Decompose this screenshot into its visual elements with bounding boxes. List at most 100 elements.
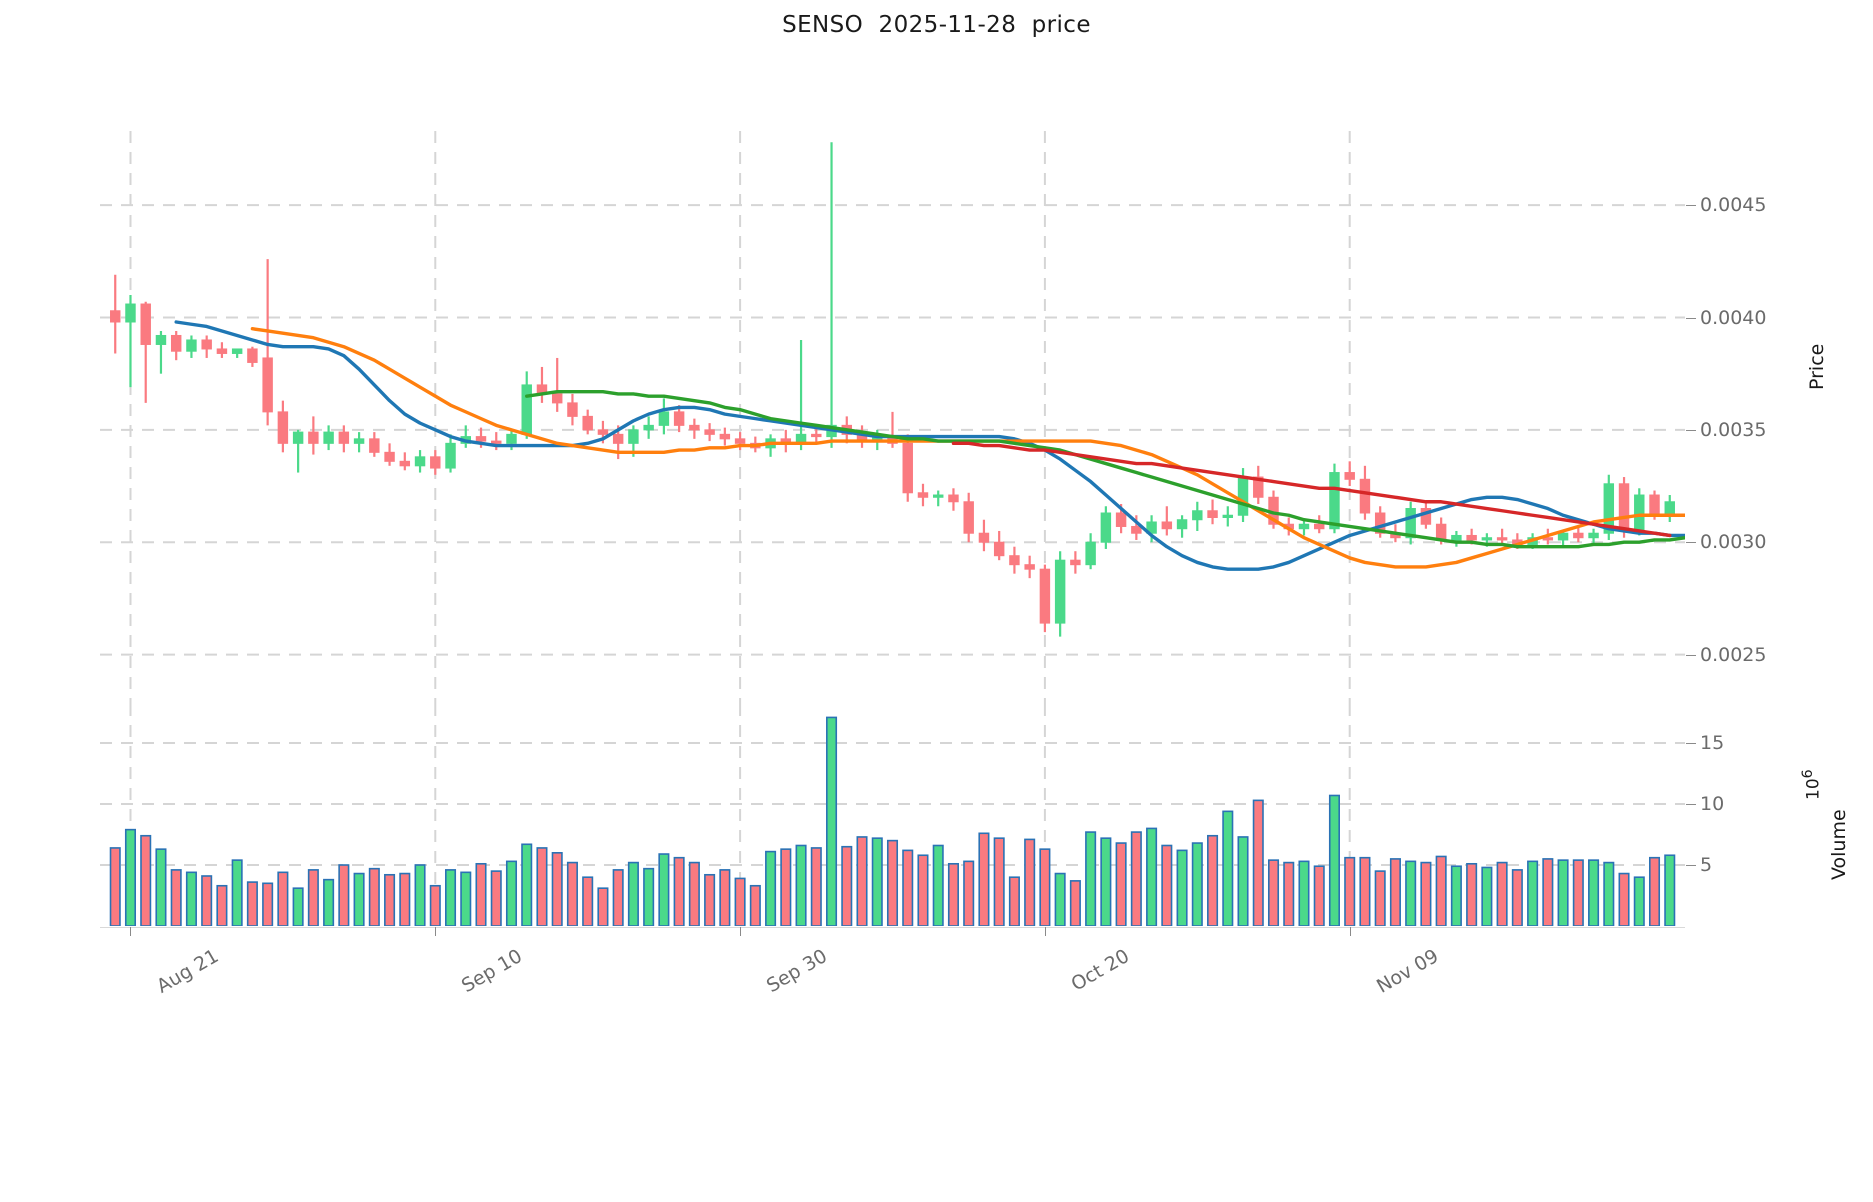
candlestick — [1664, 495, 1675, 522]
candlestick — [1100, 506, 1112, 549]
candle-body — [1009, 555, 1020, 566]
candle-body — [521, 384, 532, 435]
volume-bar — [704, 873, 716, 926]
candlestick — [1329, 463, 1340, 534]
candlestick — [811, 427, 822, 444]
volume-bar — [124, 828, 137, 926]
volume-exponent-power: 6 — [1800, 769, 1816, 779]
candle-body — [247, 348, 258, 363]
volume-bar — [566, 861, 578, 926]
volume-bar — [1069, 880, 1081, 926]
candlestick — [369, 432, 380, 457]
volume-bar — [963, 860, 975, 926]
candle-body — [1481, 537, 1493, 541]
candle-body — [292, 431, 304, 444]
volume-bar — [1328, 794, 1340, 926]
candle-body — [704, 429, 715, 435]
volume-bar — [246, 881, 258, 926]
candle-body — [643, 424, 654, 431]
candlestick — [277, 400, 289, 453]
candlestick — [1085, 533, 1096, 570]
volume-bar — [1039, 848, 1051, 926]
volume-bar — [765, 850, 777, 926]
candlestick — [353, 432, 365, 453]
candlestick — [1039, 564, 1051, 633]
volume-axis-ticks: 15 10 5 — [1686, 704, 1870, 926]
candle-body — [658, 411, 670, 426]
price-plot — [100, 131, 1685, 704]
volume-bar — [658, 853, 670, 926]
x-tick-label: Oct 20 — [1067, 945, 1133, 996]
x-axis-line — [100, 927, 1685, 928]
candle-body — [445, 442, 456, 469]
volume-bar — [734, 877, 746, 926]
volume-axis-title: Volume — [1828, 809, 1850, 880]
price-tick-label: 0.0035 — [1686, 419, 1766, 441]
volume-bar — [1191, 842, 1203, 926]
volume-bar — [978, 832, 990, 926]
candle-body — [1161, 521, 1173, 530]
candle-body — [1176, 519, 1188, 530]
volume-bar — [1146, 827, 1158, 926]
candlestick — [567, 393, 578, 426]
candlestick — [1176, 515, 1188, 538]
volume-plot — [100, 704, 1685, 926]
volume-bar — [947, 862, 959, 926]
candle-body — [414, 456, 426, 467]
candle-body — [1115, 512, 1127, 527]
overlay-line-ma-red — [951, 441, 1672, 538]
volume-bar — [1024, 838, 1036, 926]
volume-bar — [871, 837, 883, 926]
volume-bar — [1313, 865, 1325, 926]
x-tick-label: Sep 10 — [458, 945, 527, 998]
candlestick — [1634, 488, 1645, 536]
tick-mark — [1686, 804, 1696, 806]
volume-bar — [795, 844, 807, 926]
candlestick — [292, 429, 304, 473]
candlestick — [1344, 461, 1355, 487]
volume-bar — [1466, 862, 1478, 926]
candle-body — [628, 429, 639, 444]
candle-body — [1405, 508, 1416, 539]
volume-bar — [185, 871, 197, 926]
candlestick — [1298, 519, 1310, 536]
candle-body — [1420, 508, 1432, 525]
volume-bar — [1511, 869, 1523, 926]
candle-body — [612, 433, 624, 444]
price-axis-ticks: 0.0045 0.0040 0.0035 0.0030 0.0025 — [1686, 131, 1870, 704]
volume-bar — [902, 849, 914, 926]
volume-bar — [231, 859, 243, 926]
volume-bar — [216, 884, 228, 926]
tick-mark — [1686, 429, 1696, 431]
volume-bar — [1161, 844, 1173, 926]
volume-bar — [353, 872, 365, 926]
x-tick-mark — [130, 927, 132, 936]
volume-bar — [429, 884, 441, 926]
candle-body — [932, 494, 944, 498]
candle-body — [369, 438, 380, 453]
volume-bar — [1389, 858, 1401, 926]
candle-body — [170, 334, 182, 352]
volume-bar — [505, 860, 518, 926]
candlestick — [826, 142, 837, 448]
candlestick — [1573, 526, 1584, 543]
candlestick — [430, 450, 441, 475]
candlestick — [963, 492, 974, 543]
volume-bar — [155, 848, 167, 926]
candlestick — [1024, 555, 1035, 579]
candlestick — [1253, 465, 1264, 505]
x-tick-label: Nov 09 — [1372, 945, 1443, 998]
volume-bar — [277, 871, 289, 926]
candlestick — [993, 530, 1005, 561]
volume-bar — [1237, 836, 1249, 926]
candlestick — [1054, 551, 1066, 637]
candle-body — [1085, 541, 1096, 566]
candle-body — [1649, 494, 1660, 516]
volume-bar — [627, 861, 639, 926]
tick-mark — [1686, 743, 1696, 745]
volume-axis-label-text: Volume — [1828, 809, 1850, 880]
tick-text: 5 — [1700, 854, 1713, 876]
candlestick — [445, 434, 456, 473]
candle-body — [475, 436, 487, 442]
candle-body — [1237, 476, 1249, 516]
